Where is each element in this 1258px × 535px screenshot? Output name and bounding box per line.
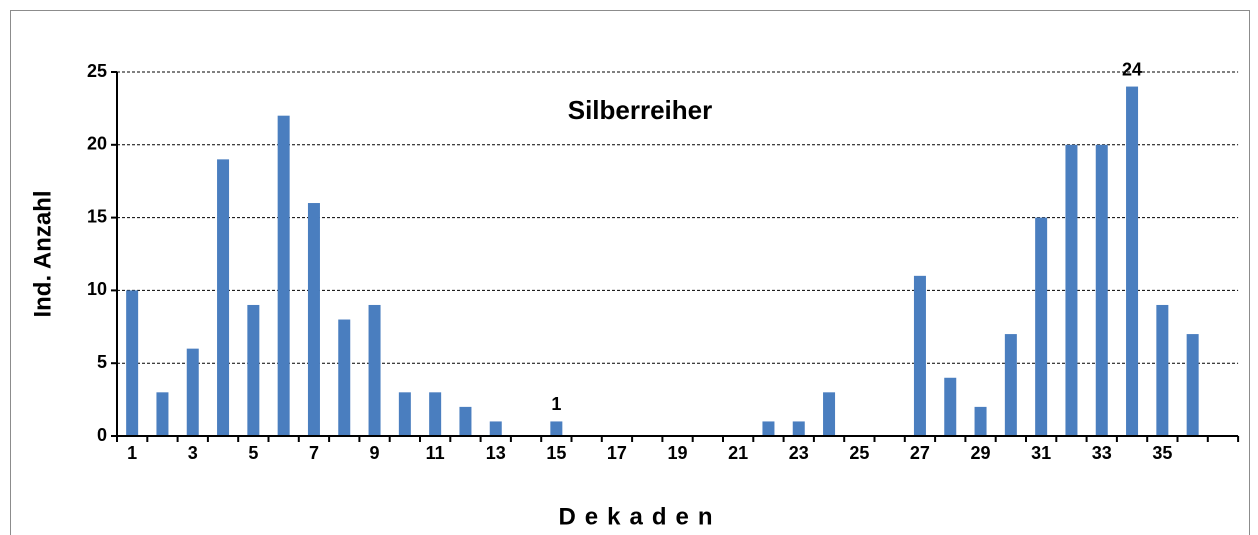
bar (489, 421, 502, 436)
bar (429, 392, 442, 436)
chart-title: Silberreiher (568, 95, 713, 125)
y-axis-label: Ind. Anzahl (29, 190, 56, 317)
x-tick-label: 17 (607, 443, 627, 463)
x-tick-label: 11 (426, 443, 445, 463)
x-tick-label: 31 (1031, 443, 1051, 463)
bar (217, 159, 230, 437)
bar (1004, 334, 1017, 436)
x-axis-label: Dekaden (558, 503, 721, 530)
x-tick-label: 1 (127, 443, 137, 463)
bar (277, 115, 290, 437)
y-tick-label: 10 (87, 279, 107, 299)
bar (307, 203, 320, 436)
x-tick-label: 21 (728, 443, 748, 463)
bar (762, 421, 775, 436)
x-tick-label: 25 (849, 443, 869, 463)
x-tick-label: 3 (188, 443, 198, 463)
y-tick-label: 25 (87, 61, 107, 81)
x-tick-label: 33 (1092, 443, 1112, 463)
data-label: 1 (551, 394, 561, 414)
data-label: 24 (1122, 59, 1142, 79)
bar (823, 392, 836, 436)
bar (338, 319, 351, 436)
x-tick-label: 23 (789, 443, 809, 463)
y-tick-label: 20 (87, 134, 107, 154)
bar (247, 304, 260, 436)
x-tick-label: 9 (370, 443, 380, 463)
bar (459, 406, 472, 436)
bar (1095, 144, 1108, 437)
x-tick-label: 13 (486, 443, 506, 463)
bar (126, 290, 139, 436)
bar (913, 275, 926, 436)
bar (1065, 144, 1078, 437)
y-tick-label: 5 (97, 352, 107, 372)
bar (792, 421, 805, 436)
bar (944, 377, 957, 436)
x-tick-label: 19 (668, 443, 688, 463)
bar (974, 406, 987, 436)
bar (1156, 304, 1169, 436)
chart-border (10, 10, 1250, 535)
bar (1035, 217, 1048, 436)
x-tick-label: 5 (248, 443, 258, 463)
y-tick-label: 15 (87, 206, 107, 226)
bar (186, 348, 199, 436)
bar (368, 304, 381, 436)
bar (1186, 334, 1199, 436)
x-tick-label: 7 (309, 443, 319, 463)
bar (1126, 86, 1139, 436)
x-tick-label: 29 (971, 443, 991, 463)
y-tick-label: 0 (97, 425, 107, 445)
bar (398, 392, 411, 436)
x-tick-label: 35 (1152, 443, 1172, 463)
x-tick-label: 15 (546, 443, 566, 463)
bar (550, 421, 563, 436)
x-tick-label: 27 (910, 443, 930, 463)
bar (156, 392, 169, 436)
